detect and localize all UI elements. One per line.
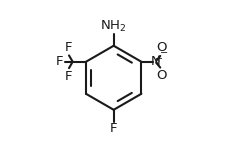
Text: F: F — [110, 122, 117, 135]
Text: −: − — [160, 48, 168, 58]
Text: F: F — [56, 55, 63, 68]
Text: O: O — [156, 41, 167, 54]
Text: F: F — [64, 70, 72, 83]
Text: NH$_2$: NH$_2$ — [100, 18, 127, 34]
Text: O: O — [156, 69, 167, 82]
Text: N: N — [150, 55, 160, 68]
Text: +: + — [154, 54, 162, 64]
Text: F: F — [64, 41, 72, 54]
